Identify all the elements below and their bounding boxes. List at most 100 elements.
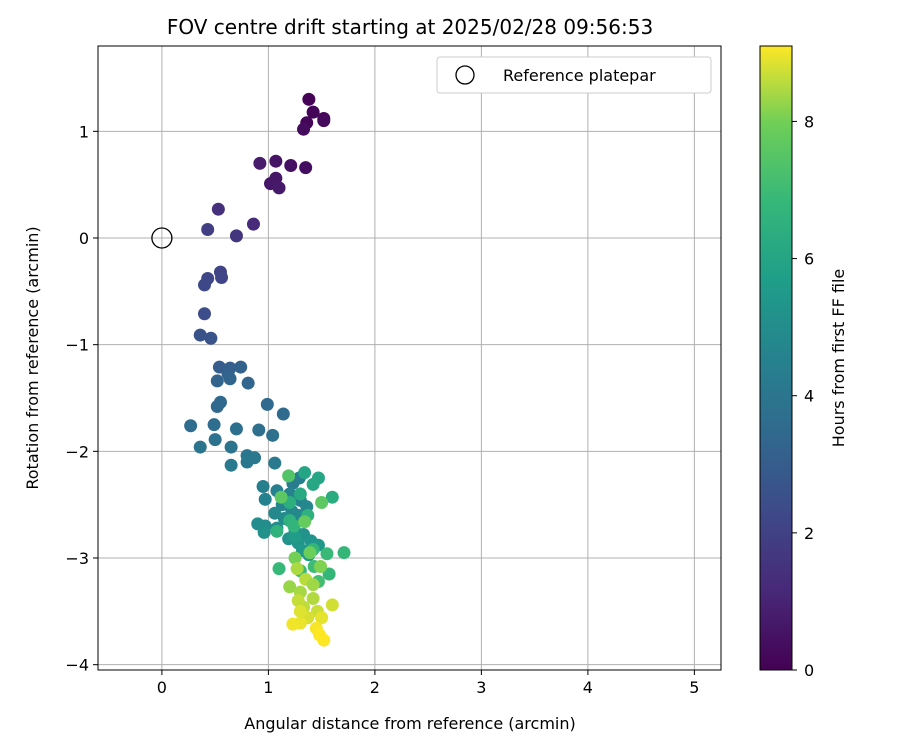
legend-label: Reference platepar bbox=[503, 66, 656, 85]
scatter-point bbox=[302, 92, 316, 106]
scatter-point bbox=[260, 397, 274, 411]
plot-area-frame bbox=[97, 45, 722, 671]
scatter-point bbox=[287, 519, 301, 533]
scatter-point bbox=[282, 469, 296, 483]
scatter-point bbox=[241, 376, 255, 390]
scatter-point bbox=[268, 456, 282, 470]
scatter-point bbox=[184, 419, 198, 433]
x-axis-ticks: 0 1 2 3 4 5 bbox=[157, 670, 699, 697]
colorbar-gradient bbox=[759, 45, 793, 671]
x-tick-label: 5 bbox=[689, 678, 699, 697]
scatter-point bbox=[288, 530, 302, 544]
scatter-point bbox=[306, 592, 320, 606]
scatter-point bbox=[268, 506, 282, 520]
scatter-point bbox=[197, 307, 211, 321]
scatter-point bbox=[284, 158, 298, 172]
reference-platepar-marker bbox=[151, 227, 173, 249]
scatter-point bbox=[240, 455, 254, 469]
x-tick-label: 4 bbox=[583, 678, 593, 697]
legend-marker bbox=[455, 65, 475, 85]
legend-box bbox=[436, 56, 712, 94]
scatter-point bbox=[276, 407, 290, 421]
scatter-point bbox=[193, 440, 207, 454]
scatter-point bbox=[297, 122, 311, 136]
scatter-point bbox=[315, 496, 329, 510]
legend: Reference platepar bbox=[436, 56, 712, 94]
scatter-point bbox=[256, 480, 270, 494]
scatter-point bbox=[229, 422, 243, 436]
scatter-point bbox=[204, 331, 218, 345]
scatter-point bbox=[208, 433, 222, 447]
scatter-point bbox=[306, 477, 320, 491]
scatter-point bbox=[286, 617, 300, 631]
scatter-point bbox=[211, 202, 225, 216]
scatter-point bbox=[197, 278, 211, 292]
scatter-point bbox=[306, 578, 320, 592]
scatter-point bbox=[258, 492, 272, 506]
scatter-point bbox=[229, 229, 243, 243]
scatter-point bbox=[291, 594, 305, 608]
colorbar-tick-label: 0 bbox=[804, 661, 814, 680]
y-tick-label: 0 bbox=[79, 229, 89, 248]
colorbar-tick-label: 4 bbox=[804, 387, 814, 406]
scatter-point bbox=[252, 423, 266, 437]
scatter-point bbox=[325, 490, 339, 504]
scatter-point bbox=[315, 611, 329, 625]
scatter-point bbox=[246, 217, 260, 231]
colorbar: 0 2 4 6 8 Hours from first FF file bbox=[759, 45, 848, 680]
scatter-point bbox=[207, 418, 221, 432]
colorbar-tick-label: 6 bbox=[804, 250, 814, 269]
scatter-point bbox=[299, 161, 313, 175]
scatter-point bbox=[288, 551, 302, 565]
scatter-point bbox=[298, 515, 312, 529]
x-tick-label: 2 bbox=[370, 678, 380, 697]
scatter-point bbox=[283, 580, 297, 594]
scatter-point bbox=[298, 466, 312, 480]
x-tick-label: 0 bbox=[157, 678, 167, 697]
scatter-point bbox=[269, 154, 283, 168]
scatter-point bbox=[234, 360, 248, 374]
scatter-point bbox=[215, 270, 229, 284]
scatter-point bbox=[223, 372, 237, 386]
scatter-point bbox=[317, 633, 331, 647]
y-axis-label: Rotation from reference (arcmin) bbox=[23, 226, 42, 489]
scatter-point bbox=[303, 546, 317, 560]
scatter-point bbox=[224, 458, 238, 472]
scatter-point bbox=[201, 222, 215, 236]
scatter-point bbox=[257, 525, 271, 539]
scatter-point bbox=[317, 114, 331, 128]
colorbar-label: Hours from first FF file bbox=[829, 269, 848, 448]
scatter-point bbox=[253, 156, 267, 170]
scatter-point bbox=[322, 567, 336, 581]
y-axis-ticks: −4 −3 −2 −1 0 1 bbox=[65, 122, 98, 675]
x-axis-label: Angular distance from reference (arcmin) bbox=[244, 714, 575, 733]
y-tick-label: 1 bbox=[79, 122, 89, 141]
y-tick-label: −4 bbox=[65, 656, 89, 675]
x-tick-label: 3 bbox=[476, 678, 486, 697]
grid-lines bbox=[98, 46, 721, 670]
scatter-point bbox=[193, 328, 207, 342]
chart-title: FOV centre drift starting at 2025/02/28 … bbox=[167, 15, 653, 39]
y-tick-label: −3 bbox=[65, 549, 89, 568]
scatter-point bbox=[325, 598, 339, 612]
data-points bbox=[184, 92, 351, 647]
scatter-point bbox=[210, 374, 224, 388]
colorbar-ticks: 0 2 4 6 8 bbox=[792, 112, 814, 680]
scatter-point bbox=[293, 487, 307, 501]
y-tick-label: −1 bbox=[65, 336, 89, 355]
scatter-point bbox=[272, 181, 286, 195]
scatter-point bbox=[224, 440, 238, 454]
colorbar-tick-label: 8 bbox=[804, 112, 814, 131]
scatter-point bbox=[306, 105, 320, 119]
scatter-point bbox=[270, 524, 284, 538]
scatter-point bbox=[274, 490, 288, 504]
scatter-point bbox=[293, 604, 307, 618]
scatter-point bbox=[320, 547, 334, 561]
scatter-point bbox=[290, 562, 304, 576]
scatter-point bbox=[266, 428, 280, 442]
scatter-point bbox=[210, 400, 224, 414]
scatter-point bbox=[272, 562, 286, 576]
x-tick-label: 1 bbox=[263, 678, 273, 697]
scatter-point bbox=[337, 546, 351, 560]
